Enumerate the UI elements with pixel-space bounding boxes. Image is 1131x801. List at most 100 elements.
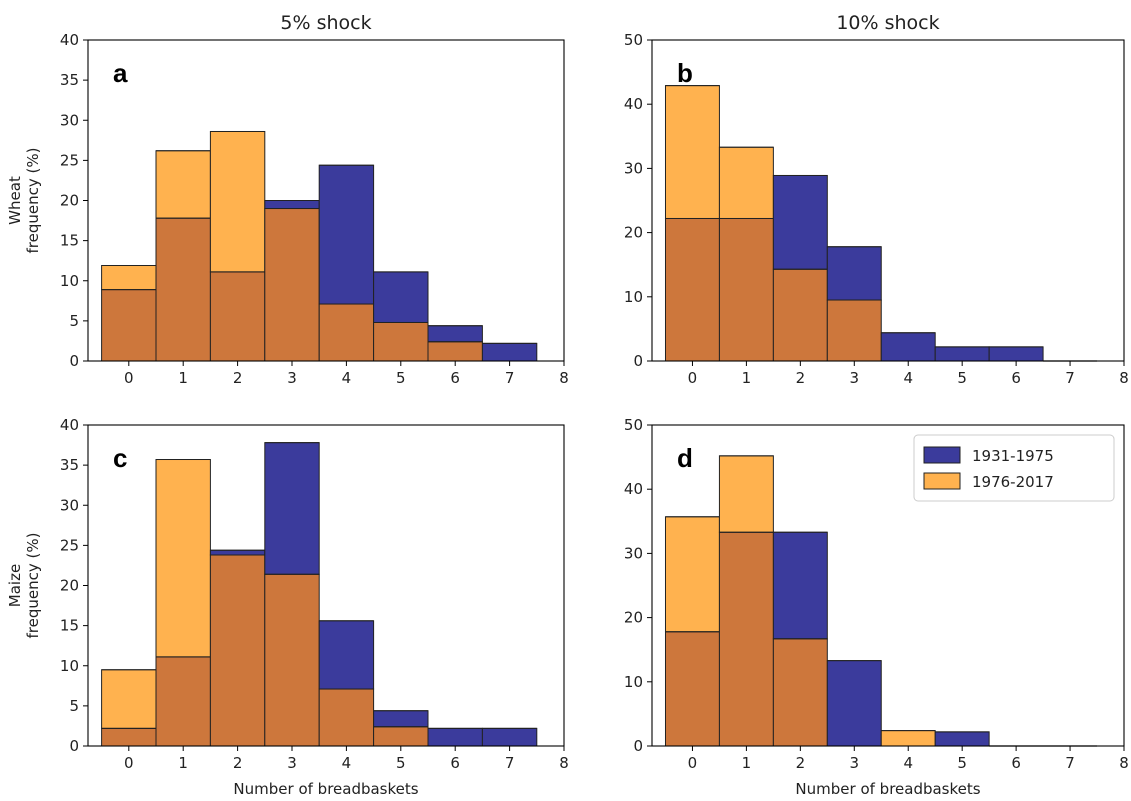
x-tick-label: 3 [287,369,297,387]
legend-swatch [923,446,961,464]
panel-letter: a [113,58,128,88]
legend-swatch [923,472,961,490]
y-tick-label: 40 [60,31,79,49]
y-tick-label: 10 [624,673,643,691]
column-title: 10% shock [836,12,939,34]
x-tick-label: 1 [178,754,188,772]
y-axis-label-line: frequency (%) [24,533,42,639]
axes-frame [651,39,1125,362]
x-tick-label: 0 [688,754,698,772]
bar-1931-1975 [826,660,882,747]
bar-1976-2017 [718,146,774,219]
x-tick-label: 0 [124,754,134,772]
y-tick-label: 35 [60,456,79,474]
bar-overlap [155,656,211,747]
legend-label: 1931-1975 [972,447,1054,465]
y-tick-label: 25 [60,536,79,554]
y-tick-label: 40 [60,416,79,434]
bar-overlap [664,217,720,362]
panel-letter: d [677,443,693,473]
bar-1976-2017 [155,150,211,219]
panel-d: 0 1 2 3 4 5 6 7 8 0 10 20 30 40 50 d Number of breadbask… [624,416,1129,798]
bar-1931-1975 [934,731,990,747]
y-tick-label: 0 [69,737,79,755]
y-axis-label: Maize frequency (%) [6,533,42,639]
y-tick-label: 0 [633,737,643,755]
y-axis-label-line: Maize [6,564,24,607]
y-tick-label: 50 [624,416,643,434]
bar-1931-1975 [264,200,320,210]
bar-1931-1975 [318,620,375,690]
y-tick-label: 10 [624,288,643,306]
bars-group [101,442,538,747]
x-tick-label: 0 [688,369,698,387]
bar-1931-1975 [318,164,375,305]
bar-1931-1975 [826,246,882,301]
x-tick-label: 7 [505,369,515,387]
bar-overlap [318,688,375,747]
bar-overlap [772,638,828,747]
y-tick-label: 5 [69,312,79,330]
y-tick-label: 15 [60,232,79,250]
x-tick-label: 3 [287,754,297,772]
y-tick-label: 10 [60,657,79,675]
x-tick-label: 8 [559,754,569,772]
bar-1931-1975 [209,549,266,556]
bar-overlap [373,726,429,747]
bar-overlap [264,573,320,747]
legend: 1931-1975 1976-2017 [913,434,1115,502]
y-tick-label: 5 [69,697,79,715]
bar-overlap [155,217,211,362]
x-axis-label: Number of breadbaskets [795,780,980,798]
bar-1931-1975 [934,346,990,362]
x-tick-label: 2 [233,369,243,387]
legend-label: 1976-2017 [972,473,1054,491]
bars-group [101,130,538,362]
panel-letter: b [677,58,693,88]
y-tick-label: 0 [633,352,643,370]
y-tick-label: 30 [60,496,79,514]
bar-overlap [826,299,882,362]
column-title: 5% shock [280,12,371,34]
panel-a: 0 1 2 3 4 5 6 7 8 0 5 10 15 20 25 30 35 40 a 5% shock Wheat f… [6,12,569,387]
y-tick-label: 10 [60,272,79,290]
bar-overlap [318,303,375,362]
x-tick-label: 2 [796,369,806,387]
bar-1931-1975 [373,271,429,323]
x-tick-label: 8 [1119,369,1129,387]
y-tick-label: 20 [60,192,79,210]
y-tick-label: 50 [624,31,643,49]
y-axis-label-line: frequency (%) [24,148,42,254]
x-tick-label: 2 [796,754,806,772]
x-tick-label: 3 [850,754,860,772]
bar-1931-1975 [427,325,483,343]
y-tick-label: 20 [624,609,643,627]
bar-1931-1975 [772,531,828,640]
x-tick-label: 1 [742,369,752,387]
x-tick-label: 5 [957,369,967,387]
x-tick-label: 1 [742,754,752,772]
y-tick-label: 20 [624,224,643,242]
bar-1976-2017 [664,516,720,633]
x-tick-label: 5 [957,754,967,772]
panel-b: 0 1 2 3 4 5 6 7 8 0 10 20 30 40 50 b 10% shock [624,12,1129,387]
bars-group [664,455,1098,747]
y-tick-label: 30 [60,111,79,129]
bar-1931-1975 [481,727,538,747]
y-tick-label: 30 [624,159,643,177]
bar-overlap [772,268,828,362]
y-tick-label: 0 [69,352,79,370]
bar-overlap [209,554,266,747]
bars-group [664,85,1098,362]
x-tick-label: 3 [850,369,860,387]
y-tick-label: 25 [60,151,79,169]
x-tick-label: 7 [1065,754,1075,772]
bar-1976-2017 [880,730,936,747]
x-tick-label: 5 [396,369,406,387]
bar-1976-2017 [101,265,157,291]
x-tick-label: 4 [342,754,352,772]
y-tick-label: 35 [60,71,79,89]
x-tick-label: 2 [233,754,243,772]
y-tick-label: 30 [624,544,643,562]
